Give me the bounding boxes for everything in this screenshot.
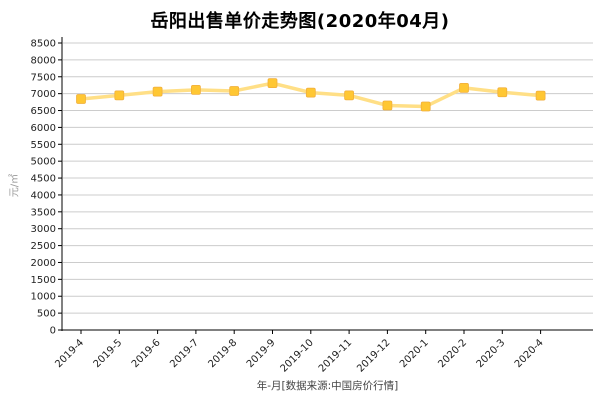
y-tick-label: 1500 <box>31 275 56 286</box>
x-tick-label: 2019-10 <box>279 337 316 374</box>
data-point-marker <box>191 85 201 95</box>
x-tick-label: 2020-3 <box>475 337 508 370</box>
y-tick-label: 1000 <box>31 292 56 303</box>
data-point-marker <box>114 90 125 101</box>
y-tick-label: 3500 <box>31 207 56 218</box>
y-tick-label: 7500 <box>31 72 56 83</box>
x-tick-label: 2020-2 <box>436 337 469 370</box>
data-point-marker <box>497 87 508 98</box>
data-point-marker <box>152 86 163 97</box>
x-tick-label: 2019-11 <box>317 337 354 374</box>
y-tick-label: 2500 <box>31 241 56 252</box>
y-axis-label: 元/㎡ <box>9 173 21 198</box>
x-tick-label: 2019-9 <box>245 337 278 370</box>
x-tick-label: 2020-1 <box>398 337 431 370</box>
y-tick-label: 4000 <box>31 190 56 201</box>
y-tick-label: 5500 <box>31 140 56 151</box>
y-tick-label: 500 <box>37 309 56 320</box>
y-tick-label: 6000 <box>31 123 56 134</box>
y-tick-label: 7000 <box>31 89 56 100</box>
x-tick-label: 2020-4 <box>513 337 546 370</box>
y-tick-label: 4500 <box>31 174 56 185</box>
data-point-marker <box>535 90 546 101</box>
x-tick-label: 2019-7 <box>168 337 201 370</box>
y-tick-label: 0 <box>50 326 56 337</box>
y-tick-label: 5000 <box>31 157 56 168</box>
data-point-marker <box>76 94 86 104</box>
y-tick-label: 8000 <box>31 55 56 66</box>
data-point-marker <box>267 78 278 89</box>
data-point-marker <box>382 100 393 111</box>
y-tick-label: 6500 <box>31 106 56 117</box>
x-tick-label: 2019-12 <box>355 337 392 374</box>
y-tick-label: 2000 <box>31 258 56 269</box>
x-tick-label: 2019-8 <box>206 337 239 370</box>
y-tick-label: 3000 <box>31 224 56 235</box>
data-point-marker <box>344 90 354 101</box>
y-tick-label: 8500 <box>31 39 56 50</box>
x-axis-caption: 年-月[数据来源:中国房价行情] <box>256 380 399 392</box>
data-point-marker <box>459 83 469 93</box>
x-tick-label: 2019-4 <box>53 337 86 370</box>
x-tick-label: 2019-5 <box>92 337 125 370</box>
data-point-marker <box>305 87 316 98</box>
data-point-marker <box>229 86 240 96</box>
data-point-marker <box>420 101 431 112</box>
x-tick-label: 2019-6 <box>130 337 163 370</box>
chart-title: 岳阳出售单价走势图(2020年04月) <box>150 11 450 32</box>
